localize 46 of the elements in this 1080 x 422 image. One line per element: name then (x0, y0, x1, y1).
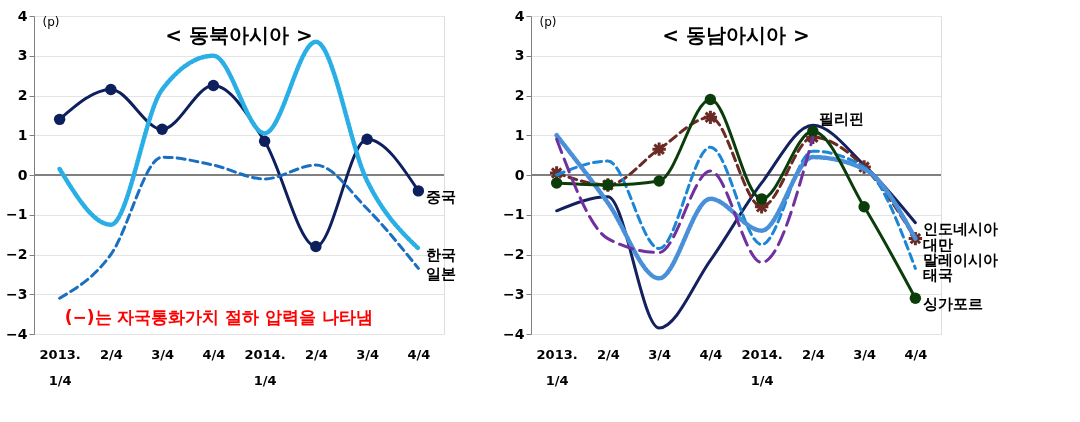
y-tick-label: −3 (6, 285, 28, 302)
x-tick-label: 2/4 (596, 346, 620, 362)
annotation: (−)는 자국통화가치 절하 압력을 나타냄 (64, 307, 374, 327)
x-tick-label: 4/4 (202, 346, 226, 362)
x-tick-label: 4/4 (407, 346, 431, 362)
y-tick-label: 2 (514, 87, 525, 103)
y-tick-label: 4 (17, 7, 28, 24)
series-label: 대만 (923, 235, 954, 254)
y-tick-label: 2 (17, 87, 28, 103)
x-tick-label: 2/4 (304, 346, 328, 362)
series-label: 한국 (426, 245, 457, 264)
x-tick-label: 2/4 (99, 346, 123, 362)
y-tick-label: 1 (514, 126, 525, 143)
x-tick-label: 4/4 (699, 346, 723, 362)
y-tick-label: 1 (17, 126, 28, 143)
x-tick-label: 2/4 (801, 346, 825, 362)
y-tick-label: 4 (514, 7, 525, 24)
y-tick-label: −1 (503, 206, 525, 223)
y-tick-label: −1 (6, 206, 28, 223)
y-tick-label: 0 (17, 166, 28, 183)
chart-title: < 동북아시아 > (165, 23, 313, 47)
y-axis-title: (p) (539, 14, 557, 29)
chart-title: < 동남아시아 > (662, 23, 810, 47)
series-label: 필리핀 (818, 110, 864, 129)
series-label: 싱가포르 (923, 295, 984, 314)
y-tick-label: −2 (503, 246, 525, 262)
series-label: 인도네시아 (923, 219, 999, 238)
x-tick-label: 2014. 1/4 (741, 346, 783, 388)
x-tick-label: 4/4 (904, 346, 928, 362)
series-label: 중국 (426, 187, 457, 206)
x-tick-label: 2014. 1/4 (244, 346, 286, 388)
series-label: 일본 (426, 265, 457, 284)
x-tick-label: 2013. 1/4 (39, 346, 81, 388)
y-tick-label: −4 (503, 325, 525, 342)
x-tick-label: 2013. 1/4 (536, 346, 578, 388)
x-tick-label: 3/4 (648, 346, 672, 362)
x-tick-label: 3/4 (853, 346, 877, 362)
x-tick-label: 3/4 (356, 346, 380, 362)
y-tick-label: 3 (17, 47, 28, 64)
y-axis-title: (p) (42, 14, 60, 29)
y-tick-label: −3 (503, 285, 525, 302)
y-tick-label: −4 (6, 325, 28, 342)
y-tick-label: 3 (514, 47, 525, 64)
y-tick-label: 0 (514, 166, 525, 183)
y-tick-label: −2 (6, 246, 28, 262)
x-tick-label: 3/4 (151, 346, 175, 362)
